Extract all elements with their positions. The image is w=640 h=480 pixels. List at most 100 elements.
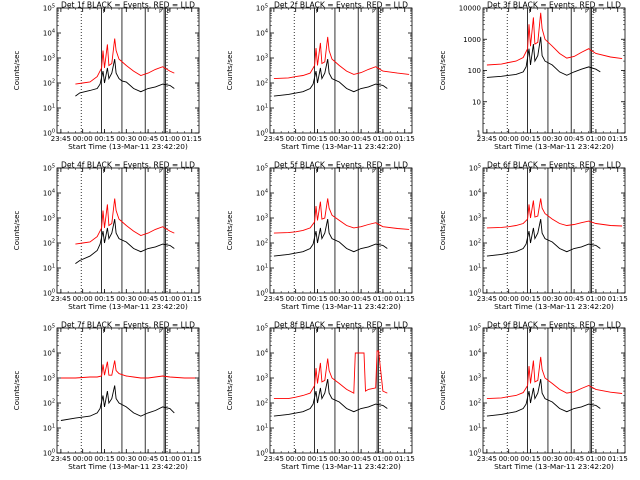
chart-title: Det 5f BLACK = Events, RED = LLD (274, 161, 408, 170)
x-tick-label: 00:15 (307, 295, 327, 303)
x-tick-label: 00:00 (73, 455, 93, 463)
marker-label: F (103, 9, 106, 15)
y-tick-label: 104 (256, 189, 268, 198)
x-tick-label: 00:45 (564, 295, 584, 303)
x-tick-label: 01:00 (373, 135, 393, 143)
chart-title: Det 9f BLACK = Events, RED = LLD (487, 321, 621, 330)
y-tick-label: 10 (472, 98, 481, 106)
lld-series-line (273, 350, 388, 400)
y-tick-label: 105 (469, 324, 481, 333)
y-tick-label: 103 (256, 374, 268, 383)
y-tick-label: 101 (256, 104, 268, 113)
y-axis-label: Counts/sec (12, 371, 21, 411)
y-tick-label: 104 (43, 349, 55, 358)
x-tick-label: 00:15 (520, 295, 540, 303)
y-tick-label: 101 (469, 424, 481, 433)
y-tick-label: 100 (43, 289, 55, 298)
lld-series-line (486, 356, 623, 400)
x-tick-label: 00:45 (138, 455, 158, 463)
x-tick-label: 23:45 (51, 295, 71, 303)
chart-title: Det 8f BLACK = Events, RED = LLD (274, 321, 408, 330)
chart-title: Det 2f BLACK = Events, RED = LLD (274, 1, 408, 10)
marker-label: F (316, 169, 319, 175)
y-tick-label: 10000 (459, 5, 481, 13)
chart-title: Det 6f BLACK = Events, RED = LLD (487, 161, 621, 170)
marker-label: F (529, 169, 532, 175)
x-tick-label: 01:00 (586, 295, 606, 303)
events-series-line (273, 59, 388, 97)
marker-label: P (372, 169, 375, 175)
lld-series-line (75, 38, 175, 85)
x-tick-label: 23:45 (264, 455, 284, 463)
x-tick-label: 00:15 (307, 135, 327, 143)
x-tick-label: 00:00 (73, 135, 93, 143)
marker-label: E (380, 9, 383, 15)
events-series-line (486, 379, 601, 417)
x-tick-label: 01:15 (608, 455, 628, 463)
lld-series-line (486, 12, 623, 66)
y-tick-label: 101 (43, 424, 55, 433)
y-tick-label: 100 (43, 449, 55, 458)
y-axis-label: Counts/sec (438, 211, 447, 251)
x-axis-label: Start Time (13-Mar-11 23:42:20) (494, 302, 614, 311)
marker-label: P (372, 9, 375, 15)
y-tick-label: 105 (43, 164, 55, 173)
x-tick-label: 01:00 (586, 135, 606, 143)
events-series-line (273, 379, 388, 417)
x-tick-label: 00:45 (564, 135, 584, 143)
x-tick-label: 23:45 (51, 455, 71, 463)
y-tick-label: 104 (469, 349, 481, 358)
marker-label: P (585, 169, 588, 175)
y-tick-label: 102 (43, 399, 55, 408)
chart-title: Det 3f BLACK = Events, RED = LLD (487, 1, 621, 10)
chart-title: Det 1f BLACK = Events, RED = LLD (61, 1, 195, 10)
x-tick-label: 00:45 (351, 295, 371, 303)
x-axis-label: Start Time (13-Mar-11 23:42:20) (281, 462, 401, 471)
x-axis-label: Start Time (13-Mar-11 23:42:20) (68, 302, 188, 311)
plot-frame (56, 7, 200, 134)
x-axis-label: Start Time (13-Mar-11 23:42:20) (68, 142, 188, 151)
marker-label: F (103, 329, 106, 335)
y-tick-label: 105 (469, 164, 481, 173)
x-tick-label: 23:45 (264, 135, 284, 143)
x-tick-label: 00:45 (564, 455, 584, 463)
events-series-line (75, 59, 175, 97)
x-tick-label: 00:15 (307, 455, 327, 463)
y-tick-label: 100 (43, 129, 55, 138)
y-tick-label: 105 (256, 164, 268, 173)
plot-frame (56, 327, 200, 454)
x-tick-label: 00:30 (329, 295, 349, 303)
plot-frame (269, 7, 413, 134)
lld-series-line (273, 198, 410, 234)
y-tick-label: 105 (43, 324, 55, 333)
x-tick-label: 00:15 (520, 455, 540, 463)
y-axis-label: Counts/sec (12, 51, 21, 91)
plot-frame (269, 167, 413, 294)
y-tick-label: 100 (469, 289, 481, 298)
chart-title: Det 7f BLACK = Events, RED = LLD (61, 321, 195, 330)
marker-label: E (593, 9, 596, 15)
x-tick-label: 01:00 (160, 295, 180, 303)
y-axis-label: Counts/sec (438, 51, 447, 91)
x-tick-label: 00:45 (138, 135, 158, 143)
y-tick-label: 102 (43, 79, 55, 88)
marker-label: P (159, 169, 162, 175)
y-axis-label: Counts/sec (438, 371, 447, 411)
y-tick-label: 103 (43, 214, 55, 223)
y-tick-label: 101 (256, 264, 268, 273)
events-series-line (75, 219, 175, 264)
x-tick-label: 00:00 (73, 295, 93, 303)
x-tick-label: 01:15 (608, 135, 628, 143)
x-tick-label: 01:00 (373, 455, 393, 463)
x-tick-label: 00:15 (94, 135, 114, 143)
plot-frame (482, 167, 626, 294)
y-tick-label: 103 (43, 54, 55, 63)
y-tick-label: 104 (43, 29, 55, 38)
x-tick-label: 01:00 (586, 455, 606, 463)
y-tick-label: 100 (256, 289, 268, 298)
